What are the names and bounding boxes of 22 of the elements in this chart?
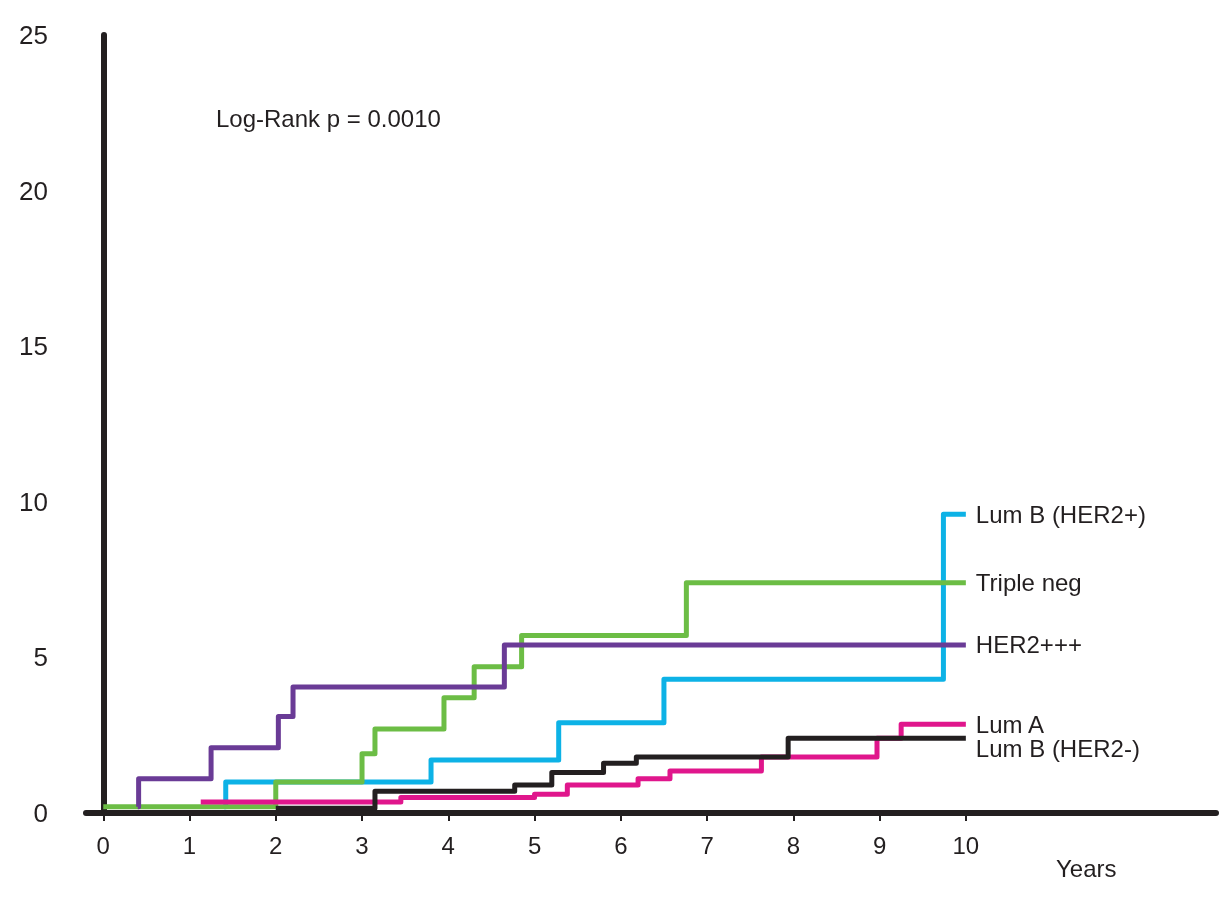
y-tick-label: 25 [19,20,48,50]
x-tick-label: 4 [441,831,455,859]
x-tick-label: 7 [700,831,714,859]
x-tick-label: 1 [182,831,197,859]
x-tick-label: 2 [269,831,283,859]
y-tick-label: 5 [33,642,48,673]
series-label: Triple neg [975,569,1082,597]
y-tick-label: 15 [19,331,48,362]
x-axis-title: Years [1056,854,1117,882]
x-tick-label: 3 [355,831,369,859]
annotation: Log-Rank p = 0.0010 [216,104,441,132]
x-tick-label: 9 [872,831,887,859]
x-tick-label: 8 [786,831,801,859]
y-tick-label: 0 [33,798,48,828]
x-tick-label: 6 [614,831,628,859]
x-tick-label: 5 [527,831,542,859]
series-label: HER2+++ [975,631,1082,659]
y-tick-label: 20 [19,175,48,206]
y-tick-label: 10 [19,486,48,517]
x-tick-label: 0 [96,831,110,859]
series-label: Lum B (HER2+) [975,500,1146,528]
x-tick-label: 10 [952,831,980,859]
